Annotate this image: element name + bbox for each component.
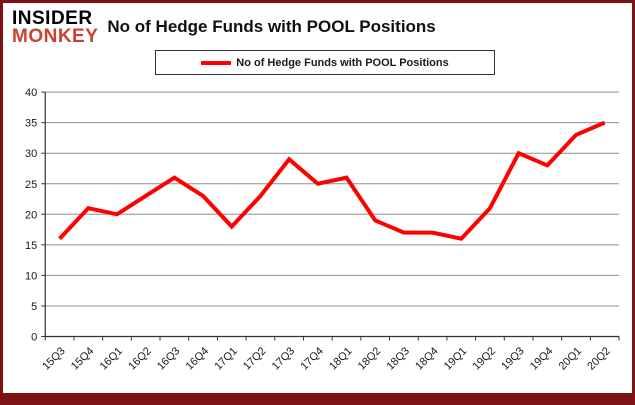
x-tick-label: 17Q3: [270, 345, 298, 373]
x-tick-label: 15Q4: [69, 345, 97, 373]
legend-label: No of Hedge Funds with POOL Positions: [236, 56, 449, 69]
x-tick-label: 16Q1: [98, 345, 126, 373]
chart-header: INSIDER MONKEY No of Hedge Funds with PO…: [12, 8, 436, 48]
x-tick-label: 18Q4: [413, 345, 441, 373]
x-tick-label: 19Q3: [499, 345, 527, 373]
y-tick-label: 40: [25, 87, 37, 99]
x-tick-label: 16Q4: [184, 345, 212, 373]
legend: No of Hedge Funds with POOL Positions: [155, 50, 495, 75]
y-tick-label: 10: [25, 270, 37, 282]
bottom-bar: [3, 393, 632, 402]
x-tick-label: 18Q1: [327, 345, 355, 373]
x-tick-label: 17Q2: [241, 345, 269, 373]
x-tick-label: 17Q4: [298, 345, 326, 373]
x-tick-label: 16Q2: [126, 345, 154, 373]
x-tick-label: 19Q4: [528, 345, 556, 373]
y-tick-label: 25: [25, 179, 37, 191]
x-tick-label: 18Q2: [356, 345, 384, 373]
y-tick-label: 5: [31, 301, 37, 313]
y-tick-label: 35: [25, 118, 37, 130]
x-tick-label: 18Q3: [384, 345, 412, 373]
x-tick-label: 19Q1: [442, 345, 470, 373]
x-tick-label: 16Q3: [155, 345, 183, 373]
insider-monkey-logo: INSIDER MONKEY: [12, 8, 99, 48]
y-tick-label: 0: [31, 332, 37, 344]
x-tick-label: 19Q2: [471, 345, 499, 373]
x-tick-label: 20Q1: [557, 345, 585, 373]
line-chart: 0 5 10 15 20 25 30 35 40 15Q3 15Q4 16Q1 16Q2 16Q3 16Q4…: [25, 87, 620, 373]
x-tick-label: 15Q3: [40, 345, 68, 373]
x-tick-label: 20Q2: [585, 345, 613, 373]
series-line-pool: [58, 120, 606, 241]
x-tick-label: 17Q1: [212, 345, 240, 373]
y-tick-label: 30: [25, 148, 37, 160]
y-tick-label: 20: [25, 209, 37, 221]
logo-text-insider: INSIDER: [12, 8, 93, 29]
chart-title: No of Hedge Funds with POOL Positions: [107, 17, 436, 36]
logo-text-monkey: MONKEY: [12, 26, 99, 48]
y-tick-label: 15: [25, 240, 37, 252]
legend-line-swatch: [201, 60, 232, 65]
